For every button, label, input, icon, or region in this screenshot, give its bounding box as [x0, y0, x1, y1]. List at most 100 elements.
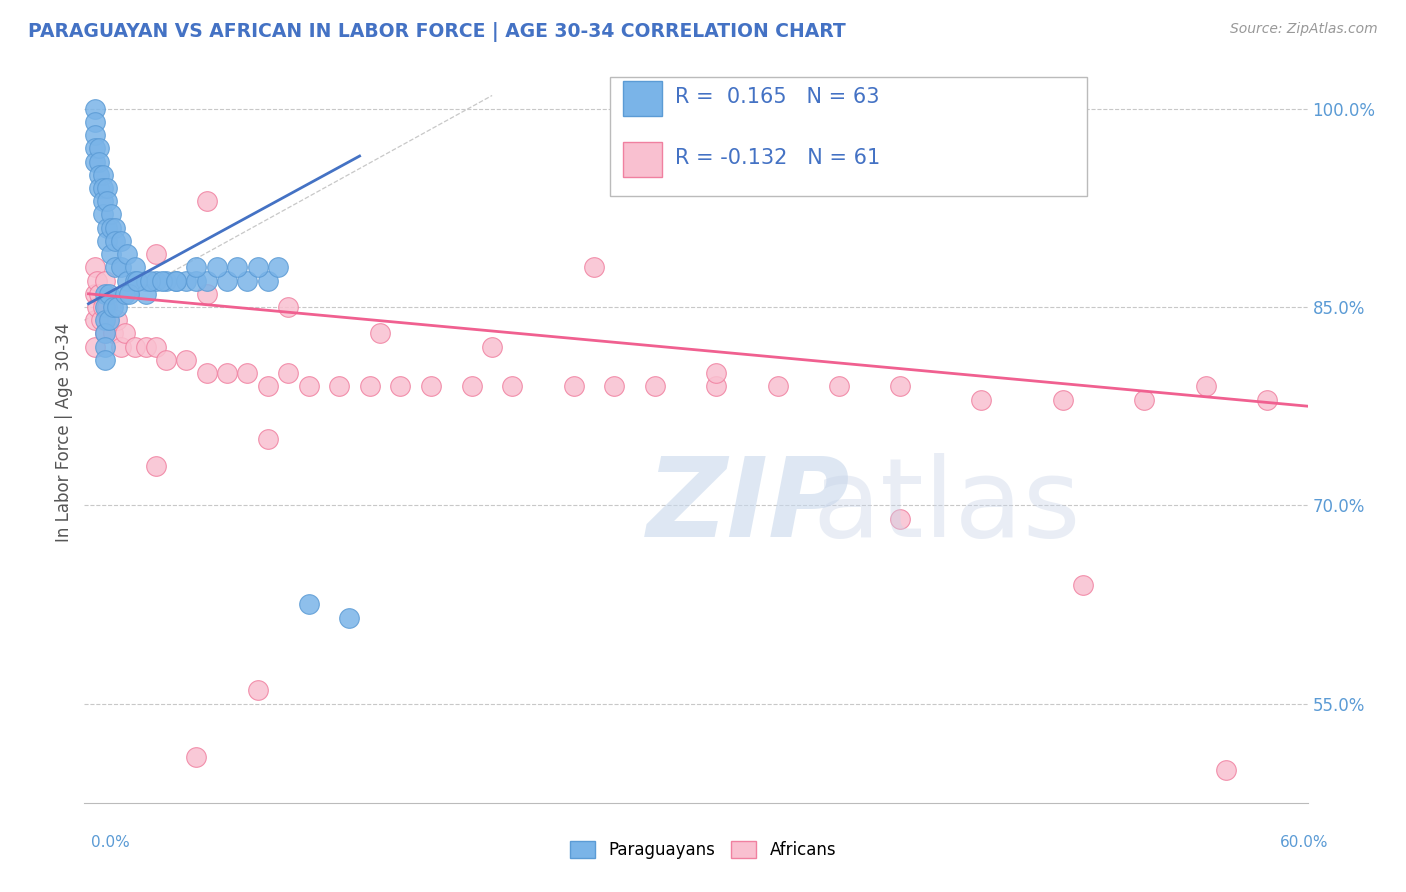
Point	[706, 366, 728, 380]
Point	[186, 749, 208, 764]
Point	[236, 366, 259, 380]
Point	[93, 313, 115, 327]
Text: 60.0%: 60.0%	[1281, 836, 1329, 850]
Point	[101, 326, 124, 341]
Point	[583, 260, 606, 275]
Point	[174, 352, 197, 367]
Point	[195, 366, 218, 380]
Point	[217, 366, 239, 380]
Text: atlas: atlas	[813, 453, 1081, 560]
Point	[83, 313, 105, 327]
Point	[226, 260, 249, 275]
Point	[105, 300, 128, 314]
Point	[101, 300, 124, 314]
Point	[277, 300, 299, 314]
Point	[174, 274, 197, 288]
Point	[96, 194, 118, 209]
Point	[186, 274, 208, 288]
Point	[110, 340, 132, 354]
Point	[1256, 392, 1278, 407]
Point	[91, 300, 114, 314]
Point	[889, 379, 911, 393]
Point	[105, 313, 128, 327]
Text: 0.0%: 0.0%	[91, 836, 131, 850]
Point	[83, 115, 105, 129]
Point	[87, 181, 110, 195]
Point	[114, 326, 136, 341]
Point	[603, 379, 626, 393]
Point	[110, 260, 132, 275]
FancyBboxPatch shape	[623, 81, 662, 117]
Point	[145, 274, 167, 288]
Point	[91, 194, 114, 209]
Point	[195, 286, 218, 301]
Point	[145, 247, 167, 261]
Text: ZIP: ZIP	[647, 453, 851, 560]
Point	[389, 379, 412, 393]
Point	[100, 220, 122, 235]
Point	[87, 286, 110, 301]
Point	[93, 352, 115, 367]
FancyBboxPatch shape	[610, 78, 1087, 195]
Point	[96, 234, 118, 248]
Point	[1195, 379, 1218, 393]
Point	[328, 379, 350, 393]
Point	[1133, 392, 1156, 407]
Point	[127, 274, 149, 288]
Point	[298, 598, 321, 612]
Point	[104, 220, 127, 235]
FancyBboxPatch shape	[623, 142, 662, 178]
Point	[93, 326, 115, 341]
Point	[115, 247, 138, 261]
Point	[298, 379, 321, 393]
Y-axis label: In Labor Force | Age 30-34: In Labor Force | Age 30-34	[55, 323, 73, 542]
Point	[83, 154, 105, 169]
Point	[155, 274, 177, 288]
Point	[165, 274, 187, 288]
Point	[114, 286, 136, 301]
Point	[104, 234, 127, 248]
Text: PARAGUAYAN VS AFRICAN IN LABOR FORCE | AGE 30-34 CORRELATION CHART: PARAGUAYAN VS AFRICAN IN LABOR FORCE | A…	[28, 22, 846, 42]
Point	[87, 141, 110, 155]
Point	[217, 274, 239, 288]
Text: R = -0.132   N = 61: R = -0.132 N = 61	[675, 147, 880, 168]
Point	[1073, 577, 1095, 591]
Point	[97, 286, 120, 301]
Point	[100, 207, 122, 221]
Point	[186, 260, 208, 275]
Point	[165, 274, 187, 288]
Point	[96, 300, 118, 314]
Point	[257, 432, 280, 446]
Point	[368, 326, 391, 341]
Point	[93, 326, 115, 341]
Point	[93, 300, 115, 314]
Point	[124, 340, 146, 354]
Point	[118, 286, 141, 301]
Point	[277, 366, 299, 380]
Point	[110, 234, 132, 248]
Point	[115, 274, 138, 288]
Text: R =  0.165   N = 63: R = 0.165 N = 63	[675, 87, 880, 107]
Point	[150, 274, 173, 288]
Point	[706, 379, 728, 393]
Point	[83, 102, 105, 116]
Point	[562, 379, 585, 393]
Point	[145, 340, 167, 354]
Point	[100, 247, 122, 261]
Text: Source: ZipAtlas.com: Source: ZipAtlas.com	[1230, 22, 1378, 37]
Point	[246, 683, 269, 698]
Point	[97, 313, 120, 327]
Point	[91, 181, 114, 195]
Point	[93, 340, 115, 354]
Point	[138, 274, 160, 288]
Legend: Paraguayans, Africans: Paraguayans, Africans	[562, 834, 844, 866]
Point	[461, 379, 484, 393]
Point	[766, 379, 789, 393]
Point	[96, 220, 118, 235]
Point	[155, 352, 177, 367]
Point	[246, 260, 269, 275]
Point	[1052, 392, 1074, 407]
Point	[195, 274, 218, 288]
Point	[96, 181, 118, 195]
Point	[339, 611, 361, 625]
